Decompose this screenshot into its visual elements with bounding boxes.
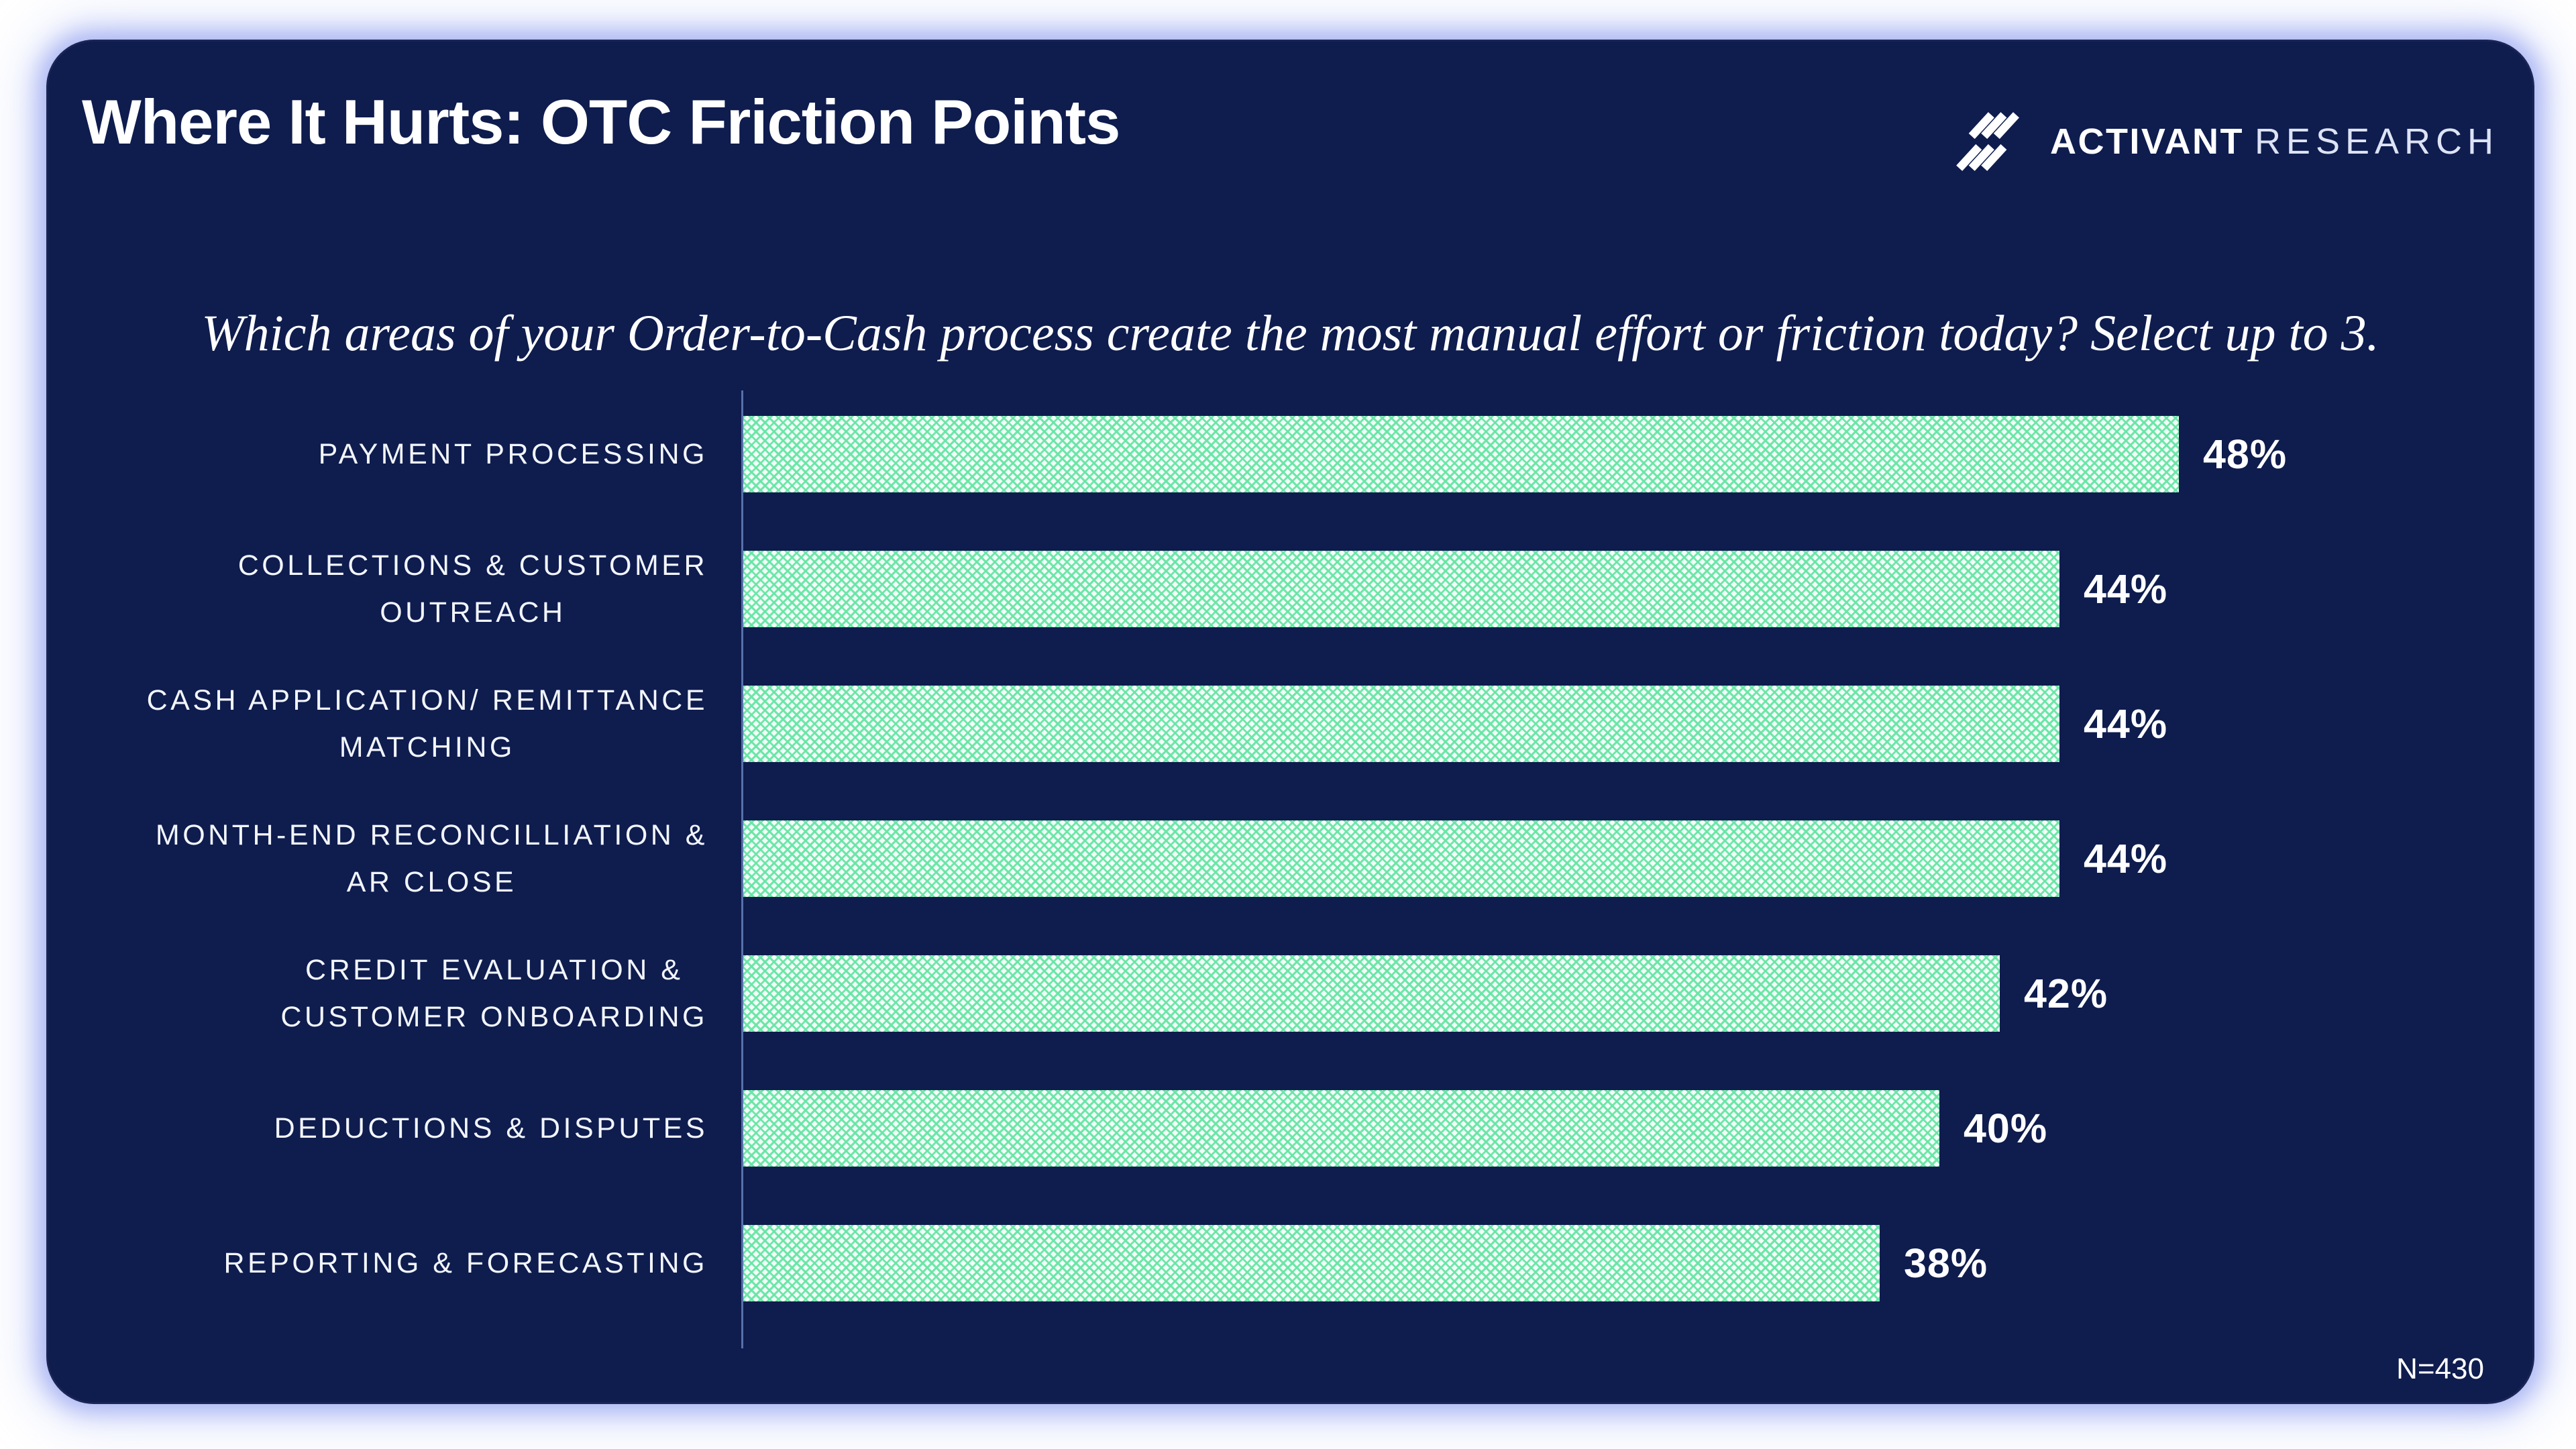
bar-label: DEDUCTIONS & DISPUTES bbox=[274, 1112, 708, 1144]
chart-row: CASH APPLICATION/ REMITTANCE MATCHING 44… bbox=[48, 656, 2532, 791]
bar-label-cell: REPORTING & FORECASTING bbox=[48, 1240, 743, 1287]
survey-question: Which areas of your Order-to-Cash proces… bbox=[201, 305, 2379, 362]
chart-rows: PAYMENT PROCESSING 48% COLLECTIONS & CUS… bbox=[48, 386, 2532, 1330]
bar-label: CREDIT EVALUATION & CUSTOMER ONBOARDING bbox=[280, 953, 708, 1033]
bar bbox=[743, 1224, 1880, 1301]
bar-label-cell: COLLECTIONS & CUSTOMER OUTREACH bbox=[48, 542, 743, 636]
chart-row: MONTH-END RECONCILLIATION & AR CLOSE 44% bbox=[48, 791, 2532, 926]
chart-row: REPORTING & FORECASTING 38% bbox=[48, 1195, 2532, 1330]
bar bbox=[743, 415, 2179, 492]
bar-label: MONTH-END RECONCILLIATION & AR CLOSE bbox=[155, 818, 708, 898]
bar-zone: 48% bbox=[743, 415, 2532, 492]
bar-value: 38% bbox=[1904, 1240, 1988, 1286]
bar bbox=[743, 550, 2059, 627]
bar-zone: 44% bbox=[743, 550, 2532, 627]
logo-suffix-text: RESEARCH bbox=[2254, 121, 2499, 162]
bar-zone: 40% bbox=[743, 1089, 2532, 1167]
chart-row: COLLECTIONS & CUSTOMER OUTREACH 44% bbox=[48, 521, 2532, 656]
bar-zone: 44% bbox=[743, 685, 2532, 762]
chart-row: PAYMENT PROCESSING 48% bbox=[48, 386, 2532, 521]
bar-value: 44% bbox=[2084, 700, 2168, 747]
bar-label-cell: PAYMENT PROCESSING bbox=[48, 431, 743, 478]
bar-label-cell: DEDUCTIONS & DISPUTES bbox=[48, 1105, 743, 1152]
bar-value: 40% bbox=[1964, 1105, 2048, 1151]
bar-label-cell: CREDIT EVALUATION & CUSTOMER ONBOARDING bbox=[48, 947, 743, 1040]
page-title: Where It Hurts: OTC Friction Points bbox=[82, 87, 1120, 157]
bar-zone: 44% bbox=[743, 820, 2532, 897]
bar-label-cell: MONTH-END RECONCILLIATION & AR CLOSE bbox=[48, 812, 743, 906]
bar-label-cell: CASH APPLICATION/ REMITTANCE MATCHING bbox=[48, 677, 743, 771]
slide-card: Where It Hurts: OTC Friction Points ACTI… bbox=[48, 42, 2532, 1402]
bar bbox=[743, 820, 2059, 897]
bar-value: 48% bbox=[2203, 431, 2288, 477]
sample-size-note: N=430 bbox=[2396, 1352, 2484, 1385]
bar-label: COLLECTIONS & CUSTOMER OUTREACH bbox=[237, 549, 708, 629]
bar-zone: 38% bbox=[743, 1224, 2532, 1301]
chart-row: CREDIT EVALUATION & CUSTOMER ONBOARDING … bbox=[48, 926, 2532, 1061]
y-axis-line bbox=[741, 390, 743, 1348]
triple-slash-logo-icon bbox=[1956, 112, 2019, 171]
bar bbox=[743, 955, 2000, 1032]
activant-research-logo: ACTIVANT RESEARCH bbox=[1953, 106, 2499, 177]
bar-value: 44% bbox=[2084, 835, 2168, 881]
chart-row: DEDUCTIONS & DISPUTES 40% bbox=[48, 1061, 2532, 1195]
bar bbox=[743, 685, 2059, 762]
bar bbox=[743, 1089, 1939, 1167]
bar-label: PAYMENT PROCESSING bbox=[318, 437, 708, 470]
bar-value: 44% bbox=[2084, 566, 2168, 612]
logo-brand-text: ACTIVANT bbox=[2049, 121, 2244, 162]
bar-label: REPORTING & FORECASTING bbox=[223, 1246, 708, 1279]
bar-value: 42% bbox=[2024, 970, 2108, 1016]
bar-zone: 42% bbox=[743, 955, 2532, 1032]
bar-label: CASH APPLICATION/ REMITTANCE MATCHING bbox=[146, 684, 708, 763]
bar-chart: PAYMENT PROCESSING 48% COLLECTIONS & CUS… bbox=[48, 386, 2532, 1348]
